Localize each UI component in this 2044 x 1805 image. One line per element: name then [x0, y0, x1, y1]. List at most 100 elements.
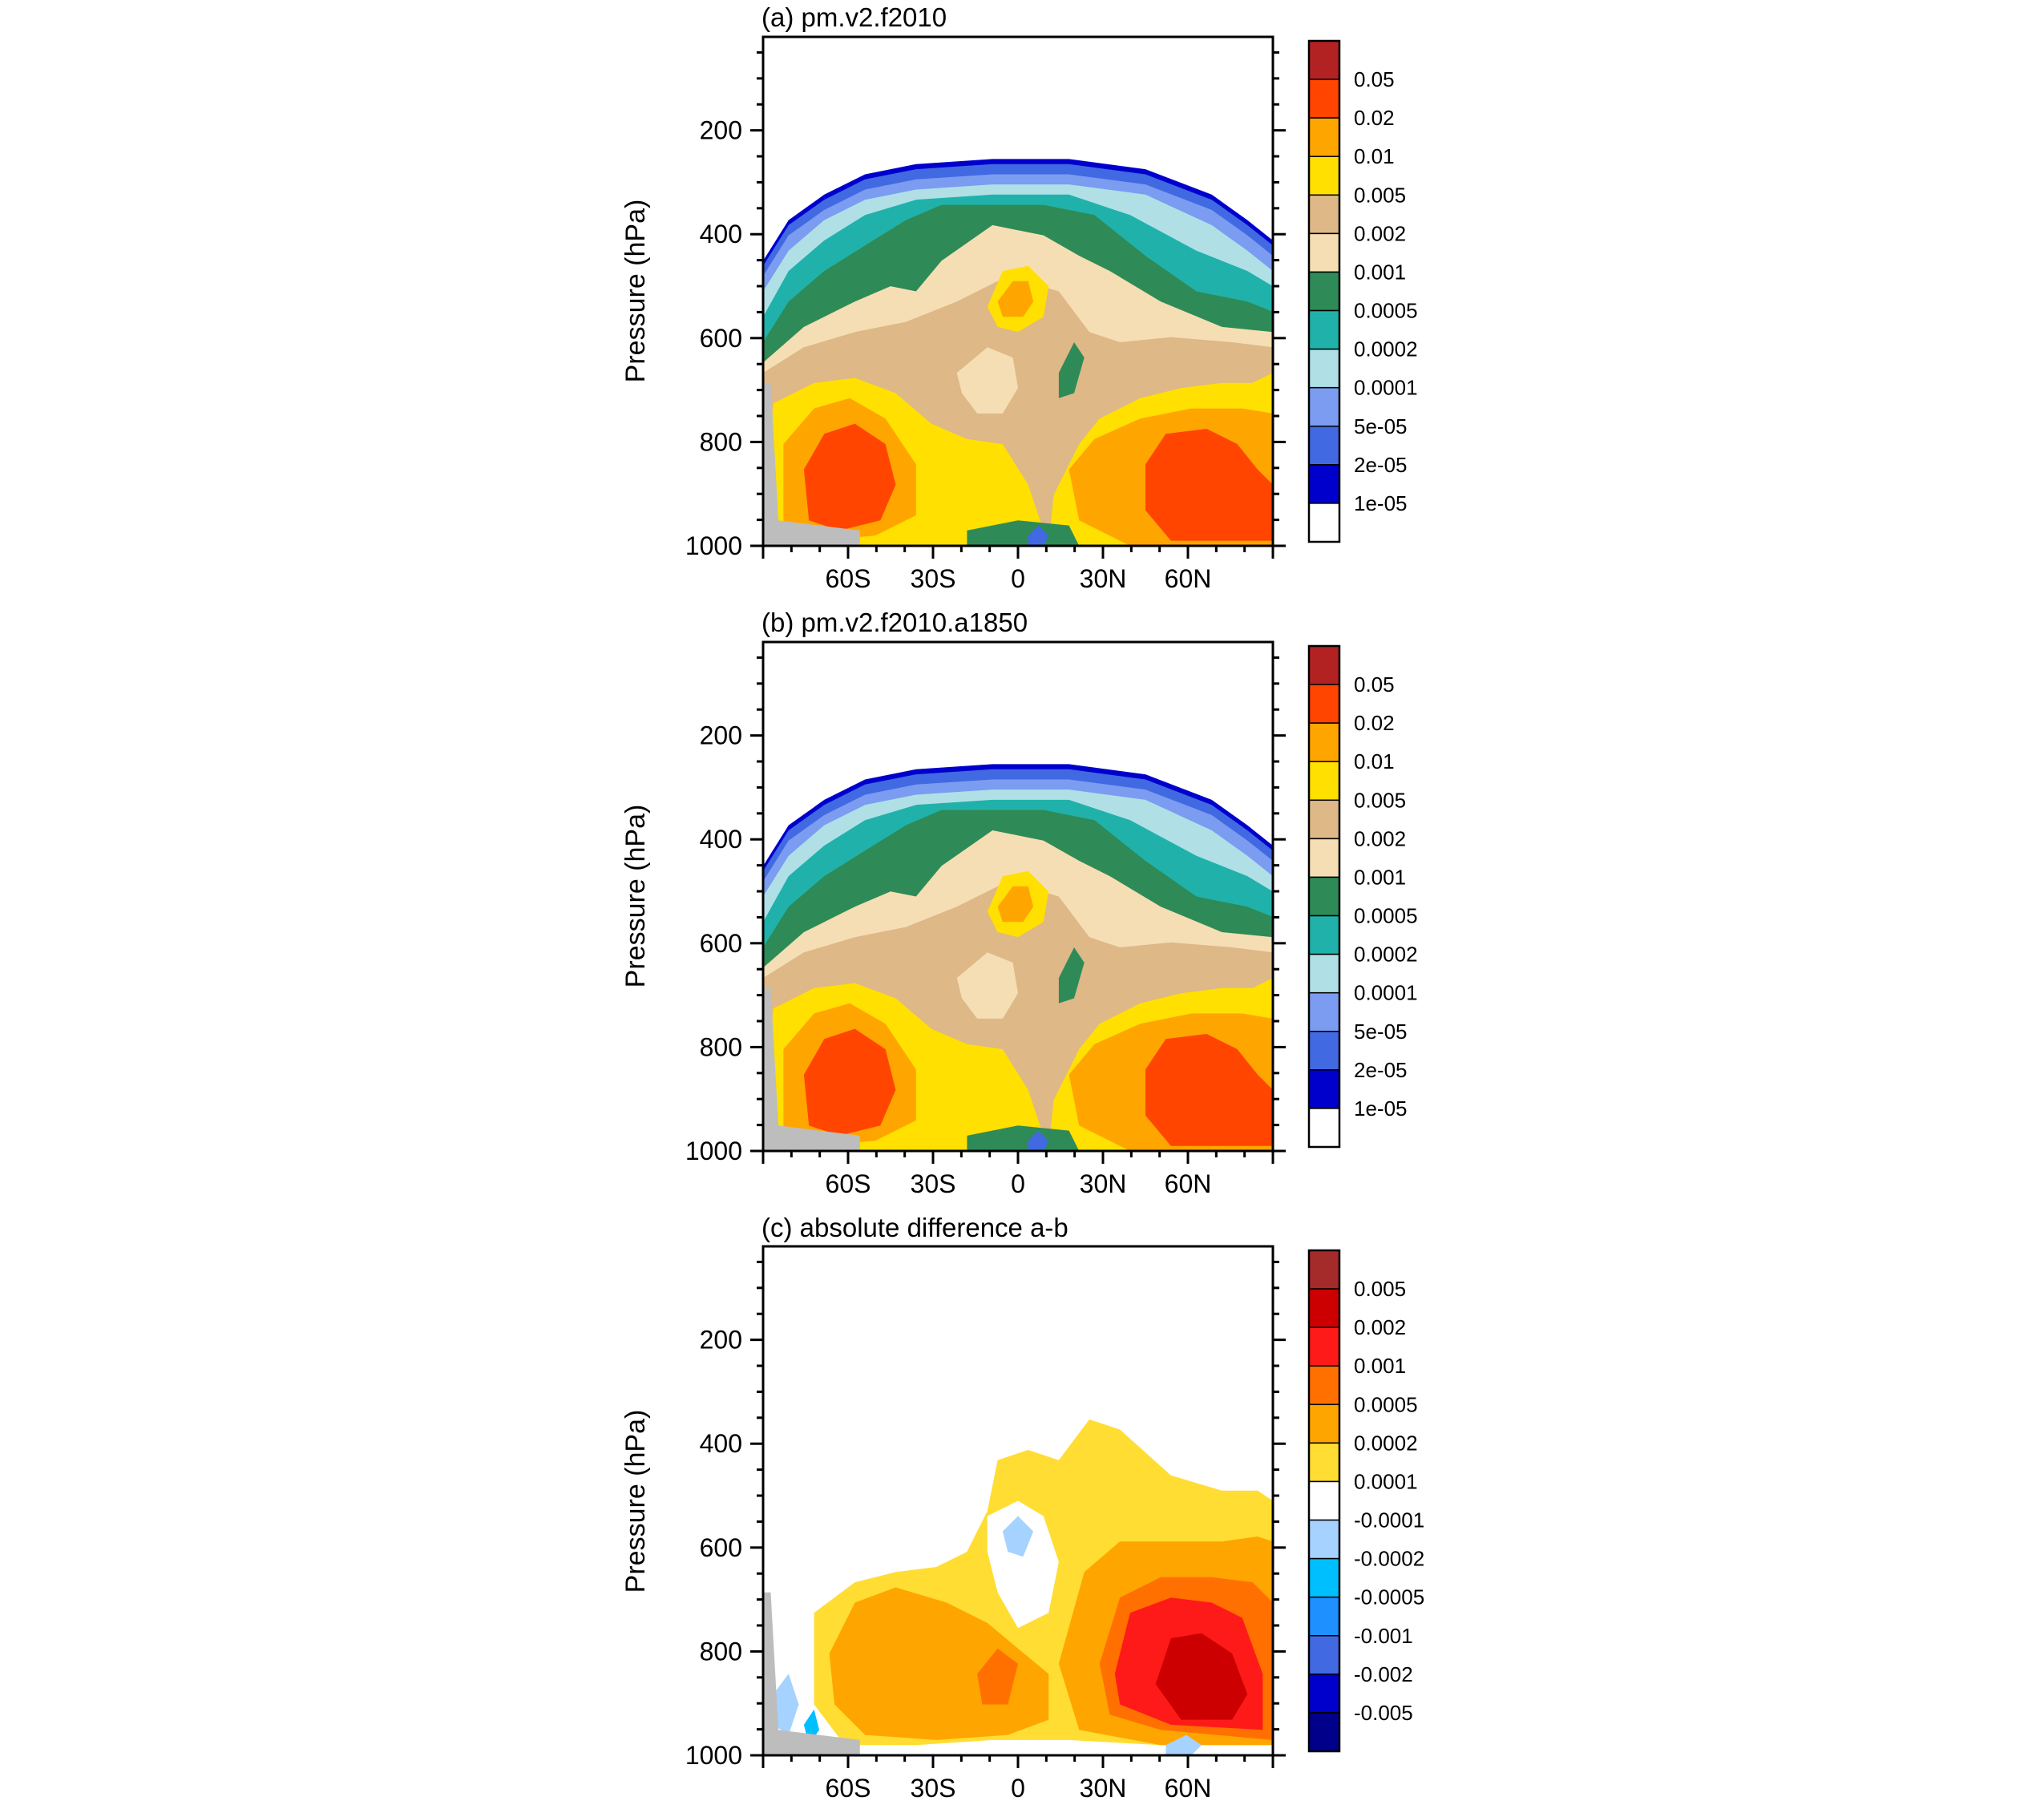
colorbar-swatch	[1308, 386, 1340, 427]
colorbar-label: 0.05	[1354, 67, 1395, 91]
colorbar-swatch	[1308, 1108, 1340, 1148]
colorbar-swatch	[1308, 1674, 1340, 1714]
contour-region	[997, 281, 1034, 317]
colorbar-swatch	[1308, 1557, 1340, 1598]
panel-c: (c) absolute difference a-b 200 400 600 800…	[620, 1213, 1424, 1803]
x-tick-label: 30S	[911, 1169, 956, 1198]
colorbar-swatch	[1308, 953, 1340, 994]
land-mask	[763, 987, 860, 1151]
x-tick-label: 60N	[1165, 564, 1212, 593]
contour-region	[956, 952, 1018, 1019]
panel-b-title: (b) pm.v2.f2010.a1850	[761, 608, 1028, 637]
contour-region	[773, 1674, 799, 1735]
colorbar-swatch	[1308, 1596, 1340, 1637]
contour-region	[977, 1648, 1018, 1705]
colorbar-label: 0.0002	[1354, 337, 1418, 361]
colorbar-swatch	[1308, 1635, 1340, 1675]
y-tick-label: 200	[700, 116, 742, 145]
panel-a-field	[763, 159, 1273, 546]
colorbar-label: -0.0005	[1354, 1585, 1424, 1609]
colorbar-label: 0.0002	[1354, 1431, 1418, 1455]
panel-c-y-axis: 200 400 600 800 1000	[685, 1260, 1286, 1770]
colorbar-label: 0.01	[1354, 144, 1395, 168]
colorbar-swatch	[1308, 1250, 1340, 1290]
contour-region	[1028, 525, 1049, 546]
colorbar-label: 0.02	[1354, 106, 1395, 130]
colorbar-label: 0.0001	[1354, 376, 1418, 400]
x-tick-label: 30S	[911, 564, 956, 593]
colorbar-swatch	[1308, 915, 1340, 955]
colorbar-label: 2e-05	[1354, 1058, 1408, 1082]
y-tick-label: 600	[700, 929, 742, 958]
contour-region	[1145, 429, 1273, 541]
contour-region	[803, 423, 896, 531]
x-tick-label: 30N	[1080, 1774, 1127, 1803]
contour-region	[967, 520, 1080, 546]
colorbar-swatch	[1308, 79, 1340, 119]
contour-region	[1002, 1516, 1034, 1557]
panel-c-x-axis: 60S 30S 0 30N 60N	[761, 1755, 1274, 1803]
colorbar-frame	[1307, 644, 1341, 1149]
contour-region	[1028, 1130, 1049, 1151]
y-tick-label: 200	[700, 721, 742, 750]
panel-b-ylabel: Pressure (hPa)	[620, 805, 651, 988]
colorbar-swatch	[1308, 645, 1340, 685]
colorbar-swatch	[1308, 1031, 1340, 1071]
colorbar-swatch	[1308, 194, 1340, 235]
x-tick-label: 60S	[826, 564, 871, 593]
colorbar-label: 0.005	[1354, 183, 1406, 207]
land-mask	[763, 382, 860, 546]
colorbar-label: -0.005	[1354, 1701, 1413, 1725]
y-tick-label: 400	[700, 220, 742, 248]
y-tick-label: 1000	[685, 1741, 742, 1770]
colorbar-label: -0.0002	[1354, 1547, 1424, 1571]
land-mask	[763, 1592, 860, 1755]
colorbar-swatch	[1308, 271, 1340, 312]
y-tick-label: 400	[700, 825, 742, 854]
colorbar-label: 1e-05	[1354, 491, 1408, 515]
x-tick-label: 0	[1011, 1169, 1025, 1198]
panel-a-y-axis: 200 400 600 800 1000	[685, 50, 1286, 560]
colorbar-label: 0.001	[1354, 260, 1406, 284]
colorbar-swatch	[1308, 426, 1340, 466]
contour-region	[803, 1028, 896, 1136]
x-tick-label: 60S	[826, 1774, 871, 1803]
colorbar-label: 1e-05	[1354, 1096, 1408, 1121]
x-tick-label: 60N	[1165, 1169, 1212, 1198]
y-tick-label: 1000	[685, 531, 742, 560]
y-tick-label: 800	[700, 1032, 742, 1061]
colorbar-label: 0.05	[1354, 672, 1395, 697]
panel-a-title: (a) pm.v2.f2010	[761, 2, 947, 32]
colorbar-label: 0.0005	[1354, 1392, 1418, 1416]
panel-c-colorbar: 0.005 0.002 0.001 0.0005 0.0002 0.0001 -0.0001…	[1307, 1249, 1424, 1753]
colorbar-label: -0.001	[1354, 1624, 1413, 1648]
contour-region	[1058, 342, 1085, 398]
colorbar-label: 0.0005	[1354, 904, 1418, 928]
panel-c-field	[763, 1419, 1273, 1755]
x-tick-label: 30N	[1080, 564, 1127, 593]
colorbar-swatch	[1308, 684, 1340, 724]
colorbar-label: 5e-05	[1354, 1020, 1408, 1044]
contour-region	[967, 1125, 1080, 1151]
colorbar-label: 0.002	[1354, 1315, 1406, 1339]
colorbar-swatch	[1308, 1365, 1340, 1406]
colorbar-label: -0.0001	[1354, 1508, 1424, 1532]
colorbar-label: 2e-05	[1354, 453, 1408, 477]
contour-region	[956, 347, 1018, 414]
colorbar-swatch	[1308, 1712, 1340, 1752]
colorbar-label: 0.0005	[1354, 299, 1418, 323]
colorbar-swatch	[1308, 876, 1340, 917]
colorbar-swatch	[1308, 991, 1340, 1032]
colorbar-label: 0.005	[1354, 1277, 1406, 1301]
y-tick-label: 800	[700, 1637, 742, 1666]
colorbar-label: 0.002	[1354, 221, 1406, 245]
colorbar-label: 0.01	[1354, 749, 1395, 773]
contour-region	[997, 886, 1034, 923]
colorbar-swatch	[1308, 722, 1340, 762]
colorbar-frame	[1307, 1249, 1341, 1753]
colorbar-swatch	[1308, 1442, 1340, 1483]
y-tick-label: 800	[700, 427, 742, 456]
contour-region	[1155, 1633, 1248, 1720]
colorbar-frame	[1307, 39, 1341, 543]
